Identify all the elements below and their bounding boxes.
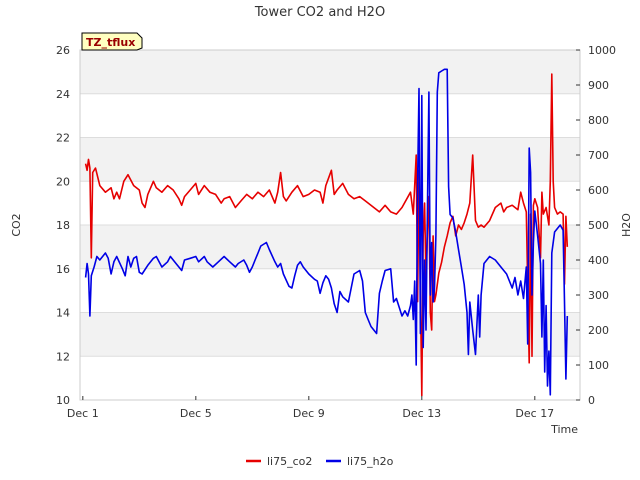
left-tick-label: 20 (56, 175, 70, 188)
left-tick-label: 14 (56, 307, 70, 320)
x-tick-label: Dec 5 (180, 407, 212, 420)
right-tick-label: 600 (588, 184, 609, 197)
right-tick-label: 0 (588, 394, 595, 407)
series-line-li75_co2 (84, 73, 569, 397)
series-group (84, 68, 569, 397)
right-tick-label: 700 (588, 149, 609, 162)
site-badge: TZ_tflux (81, 32, 143, 51)
left-tick-label: 22 (56, 132, 70, 145)
left-tick-label: 24 (56, 88, 70, 101)
right-tick-label: 400 (588, 254, 609, 267)
left-tick-label: 18 (56, 219, 70, 232)
right-tick-label: 100 (588, 359, 609, 372)
series-line-li75_h2o (84, 68, 569, 396)
left-tick-label: 12 (56, 350, 70, 363)
x-axis-ticks: Dec 1 Dec 5 Dec 9 Dec 13 Dec 17 (67, 396, 554, 420)
right-axis-ticks: 0 100 200 300 400 500 600 700 800 900 1000 (576, 44, 616, 407)
background-band (80, 225, 580, 269)
site-badge-label: TZ_tflux (86, 36, 135, 49)
x-axis-label: Time (550, 423, 578, 436)
right-tick-label: 800 (588, 114, 609, 127)
chart-title: Tower CO2 and H2O (254, 5, 385, 20)
legend-label: li75_h2o (347, 455, 394, 468)
right-tick-label: 1000 (588, 44, 616, 57)
left-axis-ticks: 10 12 14 16 18 20 22 24 26 (56, 44, 70, 407)
x-tick-label: Dec 1 (67, 407, 99, 420)
background-band (80, 50, 580, 94)
x-tick-label: Dec 9 (293, 407, 325, 420)
left-tick-label: 26 (56, 44, 70, 57)
right-tick-label: 300 (588, 289, 609, 302)
right-axis-label: H2O (620, 213, 633, 237)
right-tick-label: 200 (588, 324, 609, 337)
right-tick-label: 900 (588, 79, 609, 92)
x-tick-label: Dec 13 (402, 407, 441, 420)
x-tick-label: Dec 17 (515, 407, 554, 420)
legend-label: li75_co2 (267, 455, 312, 468)
left-tick-label: 10 (56, 394, 70, 407)
left-tick-label: 16 (56, 263, 70, 276)
legend: li75_co2 li75_h2o (246, 455, 394, 468)
background-bands (80, 50, 580, 357)
right-tick-label: 500 (588, 219, 609, 232)
site-badge-box (81, 32, 143, 51)
left-axis-label: CO2 (10, 213, 23, 236)
background-band (80, 312, 580, 357)
